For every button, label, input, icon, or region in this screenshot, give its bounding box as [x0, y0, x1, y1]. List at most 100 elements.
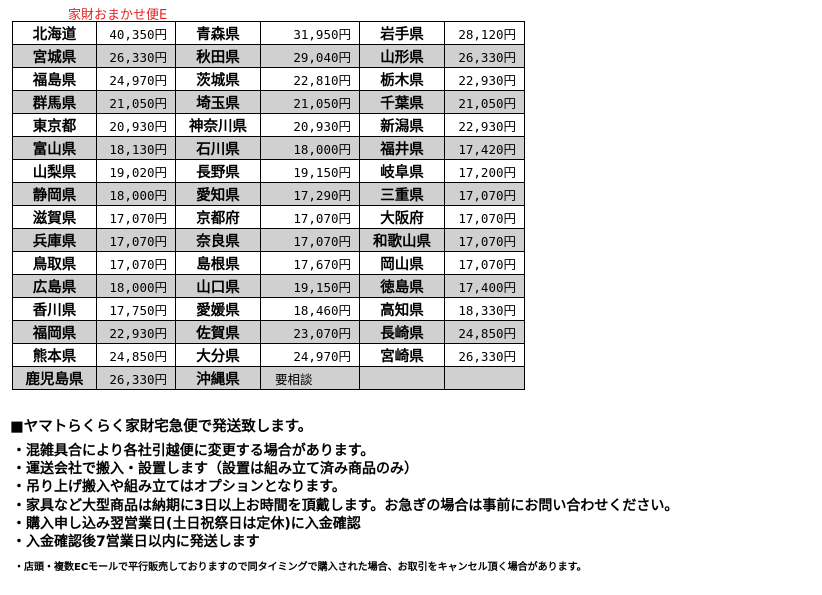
prefecture-cell: 兵庫県	[12, 228, 97, 252]
table-row: 静岡県 18,000円 愛知県 17,290円 三重県 17,070円	[12, 182, 525, 206]
prefecture-cell: 佐賀県	[175, 320, 261, 344]
prefecture-cell: 岐阜県	[359, 159, 445, 183]
prefecture-cell: 高知県	[359, 297, 445, 321]
prefecture-cell: 東京都	[12, 113, 97, 137]
prefecture-cell: 山梨県	[12, 159, 97, 183]
prefecture-cell: 広島県	[12, 274, 97, 298]
price-cell: 19,020円	[96, 159, 176, 183]
table-row: 兵庫県 17,070円 奈良県 17,070円 和歌山県 17,070円	[12, 228, 525, 252]
prefecture-cell: 宮城県	[12, 44, 97, 68]
price-cell: 18,000円	[96, 274, 176, 298]
prefecture-cell: 沖縄県	[175, 366, 261, 390]
table-row: 鹿児島県 26,330円 沖縄県 要相談	[12, 366, 525, 390]
prefecture-cell: 大分県	[175, 343, 261, 367]
prefecture-cell: 熊本県	[12, 343, 97, 367]
prefecture-cell: 岡山県	[359, 251, 445, 275]
price-cell: 21,050円	[96, 90, 176, 114]
price-cell: 17,420円	[444, 136, 525, 160]
table-row: 広島県 18,000円 山口県 19,150円 徳島県 17,400円	[12, 274, 525, 298]
price-cell: 20,930円	[96, 113, 176, 137]
price-cell: 17,290円	[260, 182, 360, 206]
prefecture-cell: 徳島県	[359, 274, 445, 298]
prefecture-cell: 埼玉県	[175, 90, 261, 114]
price-cell: 17,070円	[444, 205, 525, 229]
prefecture-cell: 青森県	[175, 21, 261, 45]
price-cell: 17,070円	[96, 228, 176, 252]
price-cell: 26,330円	[444, 343, 525, 367]
notes-list: ・混雑具合により各社引越便に変更する場合があります。・運送会社で搬入・設置します…	[12, 442, 678, 551]
price-cell	[444, 366, 525, 390]
table-row: 福岡県 22,930円 佐賀県 23,070円 長崎県 24,850円	[12, 320, 525, 344]
prefecture-cell: 福島県	[12, 67, 97, 91]
table-row: 香川県 17,750円 愛媛県 18,460円 高知県 18,330円	[12, 297, 525, 321]
table-row: 北海道 40,350円 青森県 31,950円 岩手県 28,120円	[12, 21, 525, 45]
price-cell: 17,070円	[96, 205, 176, 229]
footnote: ・店頭・複数ECモールで平行販売しておりますので同タイミングで購入された場合、お…	[14, 562, 587, 573]
price-cell: 17,070円	[96, 251, 176, 275]
price-cell: 26,330円	[96, 44, 176, 68]
prefecture-cell: 長野県	[175, 159, 261, 183]
prefecture-cell: 秋田県	[175, 44, 261, 68]
prefecture-cell: 山形県	[359, 44, 445, 68]
prefecture-cell: 群馬県	[12, 90, 97, 114]
price-cell: 18,000円	[260, 136, 360, 160]
prefecture-cell: 香川県	[12, 297, 97, 321]
table-row: 鳥取県 17,070円 島根県 17,670円 岡山県 17,070円	[12, 251, 525, 275]
table-row: 福島県 24,970円 茨城県 22,810円 栃木県 22,930円	[12, 67, 525, 91]
price-cell: 23,070円	[260, 320, 360, 344]
price-cell: 17,750円	[96, 297, 176, 321]
prefecture-cell: 三重県	[359, 182, 445, 206]
prefecture-cell: 新潟県	[359, 113, 445, 137]
prefecture-cell: 福岡県	[12, 320, 97, 344]
price-cell: 17,070円	[260, 228, 360, 252]
shipping-heading: ■ヤマトらくらく家財宅急便で発送致します。	[10, 419, 313, 435]
prefecture-cell: 愛媛県	[175, 297, 261, 321]
price-cell: 18,460円	[260, 297, 360, 321]
prefecture-cell: 北海道	[12, 21, 97, 45]
price-cell: 29,040円	[260, 44, 360, 68]
prefecture-cell: 富山県	[12, 136, 97, 160]
price-cell: 21,050円	[260, 90, 360, 114]
prefecture-cell: 岩手県	[359, 21, 445, 45]
price-cell: 17,400円	[444, 274, 525, 298]
prefecture-cell: 千葉県	[359, 90, 445, 114]
price-cell: 18,000円	[96, 182, 176, 206]
price-cell: 要相談	[260, 366, 360, 390]
prefecture-cell: 神奈川県	[175, 113, 261, 137]
table-row: 熊本県 24,850円 大分県 24,970円 宮崎県 26,330円	[12, 343, 525, 367]
table-row: 宮城県 26,330円 秋田県 29,040円 山形県 26,330円	[12, 44, 525, 68]
price-cell: 22,930円	[444, 113, 525, 137]
price-cell: 17,070円	[444, 228, 525, 252]
price-cell: 18,130円	[96, 136, 176, 160]
price-cell: 21,050円	[444, 90, 525, 114]
price-cell: 19,150円	[260, 274, 360, 298]
price-cell: 40,350円	[96, 21, 176, 45]
price-cell: 26,330円	[96, 366, 176, 390]
note-item: ・運送会社で搬入・設置します（設置は組み立て済み商品のみ）	[12, 461, 418, 478]
prefecture-cell: 愛知県	[175, 182, 261, 206]
note-item: ・購入申し込み翌営業日(土日祝祭日は定休)に入金確認	[12, 515, 361, 532]
price-cell: 31,950円	[260, 21, 360, 45]
prefecture-cell: 静岡県	[12, 182, 97, 206]
prefecture-cell: 島根県	[175, 251, 261, 275]
service-title: 家財おまかせ便E	[68, 8, 168, 23]
price-cell: 17,070円	[260, 205, 360, 229]
table-row: 滋賀県 17,070円 京都府 17,070円 大阪府 17,070円	[12, 205, 525, 229]
price-cell: 24,850円	[96, 343, 176, 367]
price-cell: 19,150円	[260, 159, 360, 183]
prefecture-cell: 石川県	[175, 136, 261, 160]
note-item: ・混雑具合により各社引越便に変更する場合があります。	[12, 443, 375, 459]
price-cell: 24,970円	[260, 343, 360, 367]
price-cell: 24,970円	[96, 67, 176, 91]
prefecture-cell	[359, 366, 445, 390]
price-cell: 26,330円	[444, 44, 525, 68]
prefecture-cell: 鳥取県	[12, 251, 97, 275]
table-row: 山梨県 19,020円 長野県 19,150円 岐阜県 17,200円	[12, 159, 525, 183]
price-cell: 17,670円	[260, 251, 360, 275]
price-cell: 22,810円	[260, 67, 360, 91]
price-cell: 17,070円	[444, 182, 525, 206]
prefecture-cell: 大阪府	[359, 205, 445, 229]
prefecture-cell: 長崎県	[359, 320, 445, 344]
note-item: ・吊り上げ搬入や組み立てはオプションとなります。	[12, 479, 346, 496]
price-cell: 20,930円	[260, 113, 360, 137]
